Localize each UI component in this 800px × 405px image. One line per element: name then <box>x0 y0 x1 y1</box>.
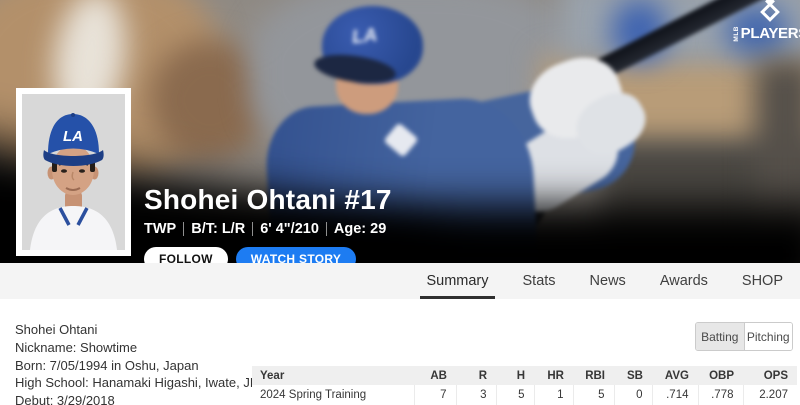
cell-hr: 1 <box>534 385 574 405</box>
col-h: H <box>496 366 534 385</box>
hero-banner: LA LA Shohei Ohtani <box>0 0 800 263</box>
col-year: Year <box>252 366 414 385</box>
bio-name: Shohei Ohtani <box>15 322 98 337</box>
meta-bats-throws: B/T: L/R <box>191 221 246 237</box>
bio-born: Born: 7/05/1994 in Oshu, Japan <box>15 357 199 373</box>
cell-ab: 7 <box>414 385 457 405</box>
player-meta: TWP B/T: L/R 6' 4"/210 Age: 29 <box>144 221 392 237</box>
col-obp: OBP <box>698 366 743 385</box>
tab-stats[interactable]: Stats <box>522 273 556 289</box>
meta-height-weight: 6' 4"/210 <box>260 221 319 237</box>
tab-awards[interactable]: Awards <box>659 273 708 289</box>
section-tabbar: Summary Stats News Awards SHOP <box>0 263 800 299</box>
meta-divider <box>325 222 327 236</box>
hero-shadow-overlay <box>0 205 800 263</box>
headshot-portrait: LA <box>22 94 125 250</box>
player-bio: Shohei Ohtani Nickname: Showtime Born: 7… <box>15 321 268 405</box>
col-avg: AVG <box>652 366 698 385</box>
bio-nickname: Nickname: Showtime <box>15 339 138 355</box>
col-ops: OPS <box>743 366 797 385</box>
col-sb: SB <box>614 366 652 385</box>
col-hr: HR <box>534 366 573 385</box>
tab-summary[interactable]: Summary <box>420 263 495 299</box>
tab-shop[interactable]: SHOP <box>741 273 783 289</box>
meta-age: Age: 29 <box>333 221 387 237</box>
batter-photo: LA <box>263 0 778 263</box>
bio-debut: Debut: 3/29/2018 <box>15 393 115 405</box>
cell-avg: .714 <box>652 385 699 405</box>
table-header-row: Year AB R H HR RBI SB AVG OBP OPS <box>252 366 797 385</box>
player-info-block: Shohei Ohtani #17 TWP B/T: L/R 6' 4"/210… <box>144 184 392 263</box>
batting-pitching-toggle: Batting Pitching <box>695 322 793 351</box>
table-row[interactable]: 2024 Spring Training 7 3 5 1 5 0 .714 .7… <box>252 385 797 405</box>
toggle-batting[interactable]: Batting <box>696 323 745 350</box>
tab-news[interactable]: News <box>589 273 626 289</box>
cell-sb: 0 <box>614 385 653 405</box>
helmet-la-logo: LA <box>350 24 379 49</box>
batting-stats-table: Year AB R H HR RBI SB AVG OBP OPS 2024 S… <box>252 366 797 405</box>
toggle-pitching[interactable]: Pitching <box>744 323 792 350</box>
watch-story-button[interactable]: WATCH STORY <box>235 247 357 263</box>
cell-year: 2024 Spring Training <box>252 385 415 405</box>
bio-high-school: High School: Hanamaki Higashi, Iwate, JP… <box>15 375 268 391</box>
meta-team: TWP <box>144 221 177 237</box>
meta-divider <box>183 222 185 236</box>
col-rbi: RBI <box>573 366 614 385</box>
player-name: Shohei Ohtani #17 <box>144 184 392 215</box>
meta-divider <box>252 222 254 236</box>
hero-buttons: FOLLOW WATCH STORY <box>144 247 392 263</box>
cell-h: 5 <box>496 385 535 405</box>
cell-obp: .778 <box>698 385 744 405</box>
diamond-icon <box>760 2 781 22</box>
cell-rbi: 5 <box>573 385 615 405</box>
cell-ops: 2.207 <box>743 385 797 405</box>
cell-r: 3 <box>456 385 497 405</box>
col-r: R <box>456 366 496 385</box>
follow-button[interactable]: FOLLOW <box>144 247 228 263</box>
player-headshot: LA <box>16 88 131 256</box>
col-ab: AB <box>414 366 456 385</box>
cap-la-logo: LA <box>63 128 83 145</box>
mlb-wordmark: MLB <box>732 25 740 42</box>
